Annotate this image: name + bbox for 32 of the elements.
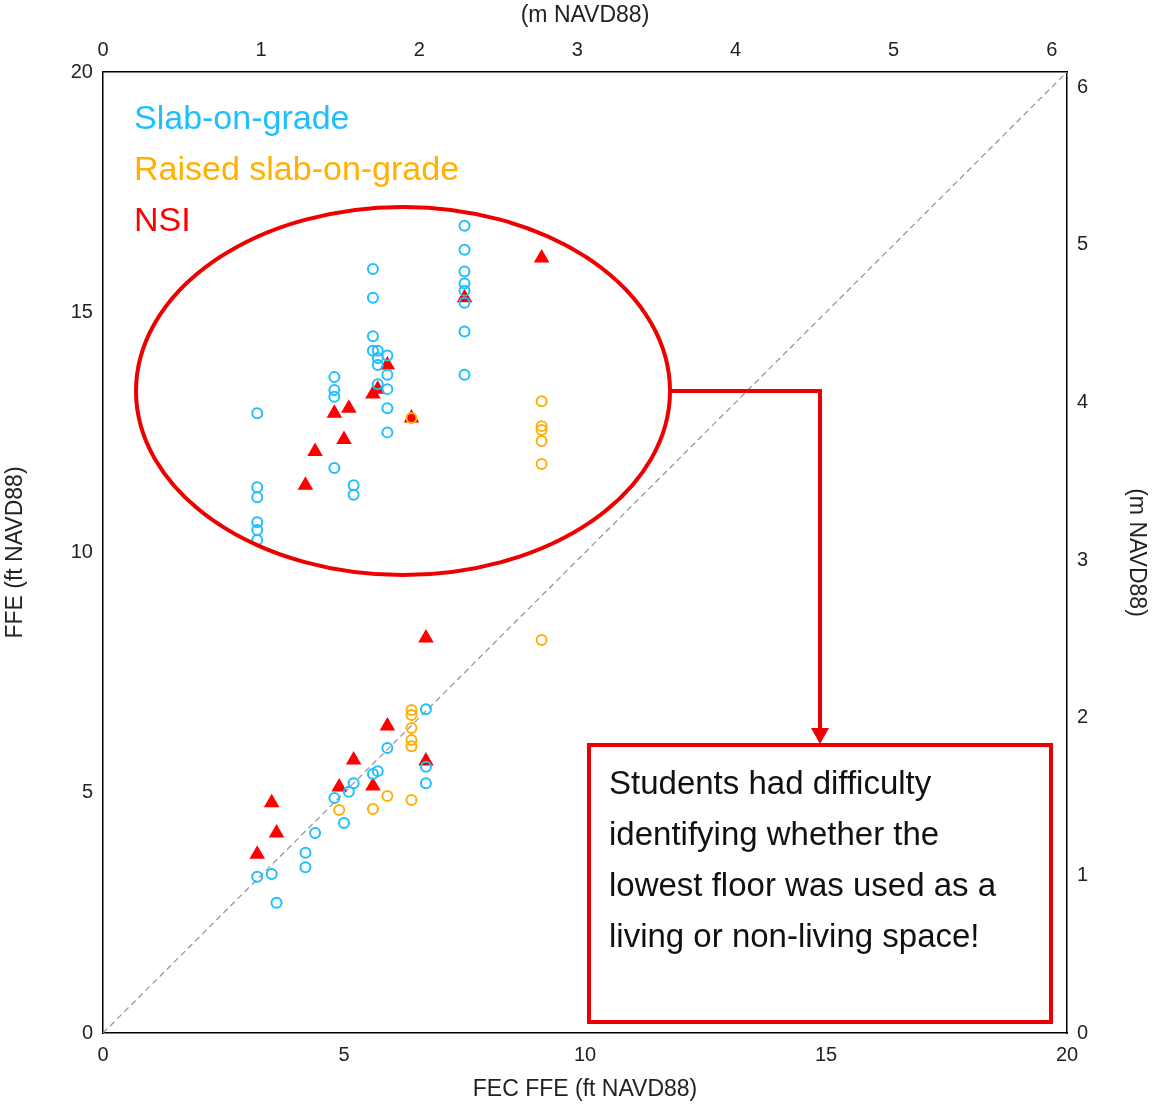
y2-tick-label: 1 bbox=[1077, 862, 1089, 885]
x-tick-label: 20 bbox=[1055, 1042, 1079, 1065]
y-tick-label: 15 bbox=[70, 299, 93, 322]
x2-tick-label: 0 bbox=[97, 37, 109, 60]
y2-tick-label: 4 bbox=[1077, 389, 1089, 412]
x2-tick-label: 1 bbox=[255, 37, 267, 60]
x2-tick-label: 6 bbox=[1046, 37, 1058, 60]
x2-tick-label: 5 bbox=[888, 37, 900, 60]
x-tick-label: 10 bbox=[573, 1042, 597, 1065]
x2-tick-label: 3 bbox=[571, 37, 583, 60]
y2-tick-label: 6 bbox=[1077, 74, 1089, 97]
x2-tick-label: 4 bbox=[729, 37, 742, 60]
y-tick-label: 20 bbox=[70, 59, 93, 82]
y2-tick-label: 3 bbox=[1077, 547, 1089, 570]
x2-axis-title: (m NAVD88) bbox=[520, 1, 650, 28]
y2-axis-title: (m NAVD88) bbox=[1124, 488, 1151, 617]
y-tick-label: 5 bbox=[81, 780, 93, 803]
text: Raised slab-on-grade bbox=[134, 149, 460, 188]
y-axis-title: FFE (ft NAVD88) bbox=[1, 466, 28, 639]
annotation: Students had difficulty identifying whether the lowest floor was used as a living or non-living space! bbox=[609, 763, 998, 956]
y2-tick-label: 2 bbox=[1077, 705, 1089, 728]
y2-tick-label: 5 bbox=[1077, 232, 1089, 255]
x-axis-title: FEC FFE (ft NAVD88) bbox=[472, 1074, 698, 1101]
text: NSI bbox=[134, 200, 191, 239]
x-tick-label: 5 bbox=[338, 1042, 350, 1065]
x-tick-label: 0 bbox=[97, 1042, 109, 1065]
x-tick-label: 15 bbox=[814, 1042, 838, 1065]
y-tick-label: 0 bbox=[81, 1020, 93, 1043]
x2-tick-label: 2 bbox=[413, 37, 425, 60]
text: Slab-on-grade bbox=[134, 98, 350, 137]
y-tick-label: 10 bbox=[70, 540, 93, 563]
y2-tick-label: 0 bbox=[1077, 1020, 1089, 1043]
